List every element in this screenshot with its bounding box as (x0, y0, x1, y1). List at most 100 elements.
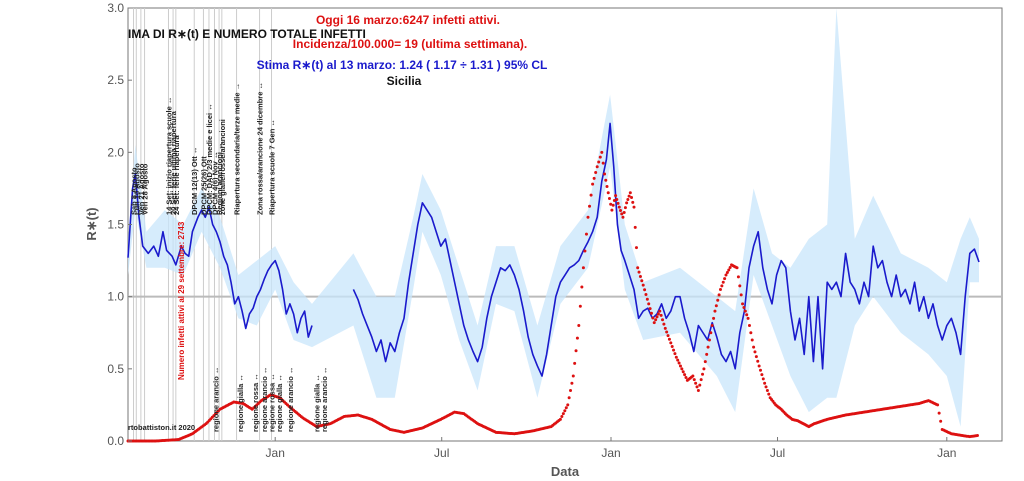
event-label-15: Riapertura scuole 7 Gen ↔ (268, 119, 277, 215)
zone-label-6: regione arancio ↔ (286, 367, 295, 432)
infected-point-317 (597, 160, 601, 164)
infected-point-358 (649, 311, 653, 315)
region-name: Sicilia (387, 74, 422, 88)
infected-point-341 (627, 194, 631, 198)
infected-point-354 (644, 293, 648, 297)
infected-point-348 (636, 266, 640, 270)
infected-point-415 (728, 265, 732, 269)
infected-point-323 (605, 184, 609, 188)
infected-point-364 (658, 309, 662, 313)
infected-point-314 (592, 176, 596, 180)
infected-point-326 (609, 202, 613, 206)
infected-point-435 (756, 359, 760, 363)
x-tick-1: Jul (434, 446, 449, 460)
infected-point-424 (741, 302, 745, 306)
infected-point-311 (588, 204, 592, 208)
infected-point-307 (581, 266, 585, 270)
y-tick-6: 3.0 (107, 1, 124, 15)
infected-point-390 (694, 381, 698, 385)
infected-point-349 (637, 270, 641, 274)
infected-point-295 (564, 406, 568, 410)
infected-point-436 (757, 364, 761, 368)
infected-point-322 (604, 178, 608, 182)
infected-point-342 (628, 191, 632, 195)
infected-point-365 (659, 313, 663, 317)
infected-point-442 (765, 388, 769, 392)
event-label-0: Sab 8 Agosto (130, 167, 139, 215)
x-tick-2: Jan (601, 446, 620, 460)
infected-point-410 (721, 280, 725, 284)
zone-label-1: regione gialla ↔ (236, 374, 245, 432)
chart-title-left: IMA DI R∗(t) E NUMERO TOTALE INFETTI (128, 27, 366, 41)
infected-point-296 (566, 403, 570, 407)
headline-2: Incidenza/100.000= 19 (ultima settimana)… (293, 37, 527, 51)
infected-point-298 (569, 388, 573, 392)
infected-point-423 (739, 293, 743, 297)
infected-point-431 (750, 338, 754, 342)
infected-point-434 (754, 355, 758, 359)
infected-point-392 (696, 388, 700, 392)
infected-point-414 (727, 268, 731, 272)
zone-label-2: regione rossa ↔ (251, 373, 260, 432)
event-label-4: 14 Set: inizio riapertura scuole ↔ (164, 97, 173, 215)
infected-point-309 (584, 232, 588, 236)
infected-point-353 (643, 288, 647, 292)
infected-point-375 (673, 352, 677, 356)
infected-point-406 (716, 298, 720, 302)
x-tick-3: Jul (770, 446, 785, 460)
infected-point-402 (710, 324, 714, 328)
infected-point-357 (648, 307, 652, 311)
infected-point-411 (723, 277, 727, 281)
zone-label-3: regione arancio ↔ (260, 367, 269, 432)
infected-point-405 (714, 304, 718, 308)
rt-line-group (127, 122, 980, 377)
infected-point-310 (586, 215, 590, 219)
event-label-9: DPCM: DAD 2/3 medie e licei ↔ (205, 103, 214, 215)
infected-point-377 (676, 358, 680, 362)
y-tick-0: 0.0 (107, 434, 124, 448)
infected-point-438 (760, 373, 764, 377)
event-label-14: Zona rossa/arancione 24 dicembre ↔ (256, 82, 265, 215)
event-label-6: 24 Set: ferie riapertura (172, 135, 181, 215)
infected-point-350 (638, 274, 642, 278)
confidence-band-area (128, 8, 979, 427)
infected-point-313 (591, 182, 595, 186)
infected-points-group (126, 150, 979, 443)
infected-point-291 (558, 417, 562, 421)
infected-point-380 (680, 367, 684, 371)
infected-point-564 (939, 419, 943, 423)
event-label-2: Ven 21 Agosto (137, 163, 146, 215)
infected-point-403 (712, 316, 716, 320)
infected-point-388 (691, 374, 695, 378)
event-label-11: Regioni arancioni ↔ (215, 142, 224, 215)
infected-point-413 (725, 270, 729, 274)
infected-point-303 (575, 336, 579, 340)
infected-point-352 (641, 283, 645, 287)
x-axis-label: Data (551, 464, 580, 479)
infected-point-407 (717, 293, 721, 297)
x-axis-ticks: Jan Jul Jan Jul Jan (266, 437, 956, 460)
infected-point-332 (616, 201, 620, 205)
infected-point-563 (937, 411, 941, 415)
infected-point-325 (607, 197, 611, 201)
infected-point-294 (563, 409, 567, 413)
event-label-7: DPCM 12(13) Ott ↔ (190, 147, 199, 215)
infected-point-319 (600, 150, 604, 154)
infected-point-306 (580, 285, 584, 289)
infected-point-372 (669, 341, 673, 345)
infected-point-440 (763, 381, 767, 385)
event-label-5: 20 Set: ferie ultima riapertura (169, 110, 178, 215)
infected-point-412 (724, 273, 728, 277)
confidence-band (128, 8, 979, 427)
infected-point-320 (601, 161, 605, 165)
infected-point-394 (699, 378, 703, 382)
x-tick-4: Jan (937, 446, 956, 460)
event-label-8: DPCM 25(26) Ott (199, 156, 208, 215)
infected-point-301 (573, 361, 577, 365)
infected-point-363 (656, 312, 660, 316)
infected-point-344 (631, 200, 635, 204)
rt-line-segment-0 (127, 173, 313, 338)
y-tick-3: 1.5 (107, 218, 124, 232)
